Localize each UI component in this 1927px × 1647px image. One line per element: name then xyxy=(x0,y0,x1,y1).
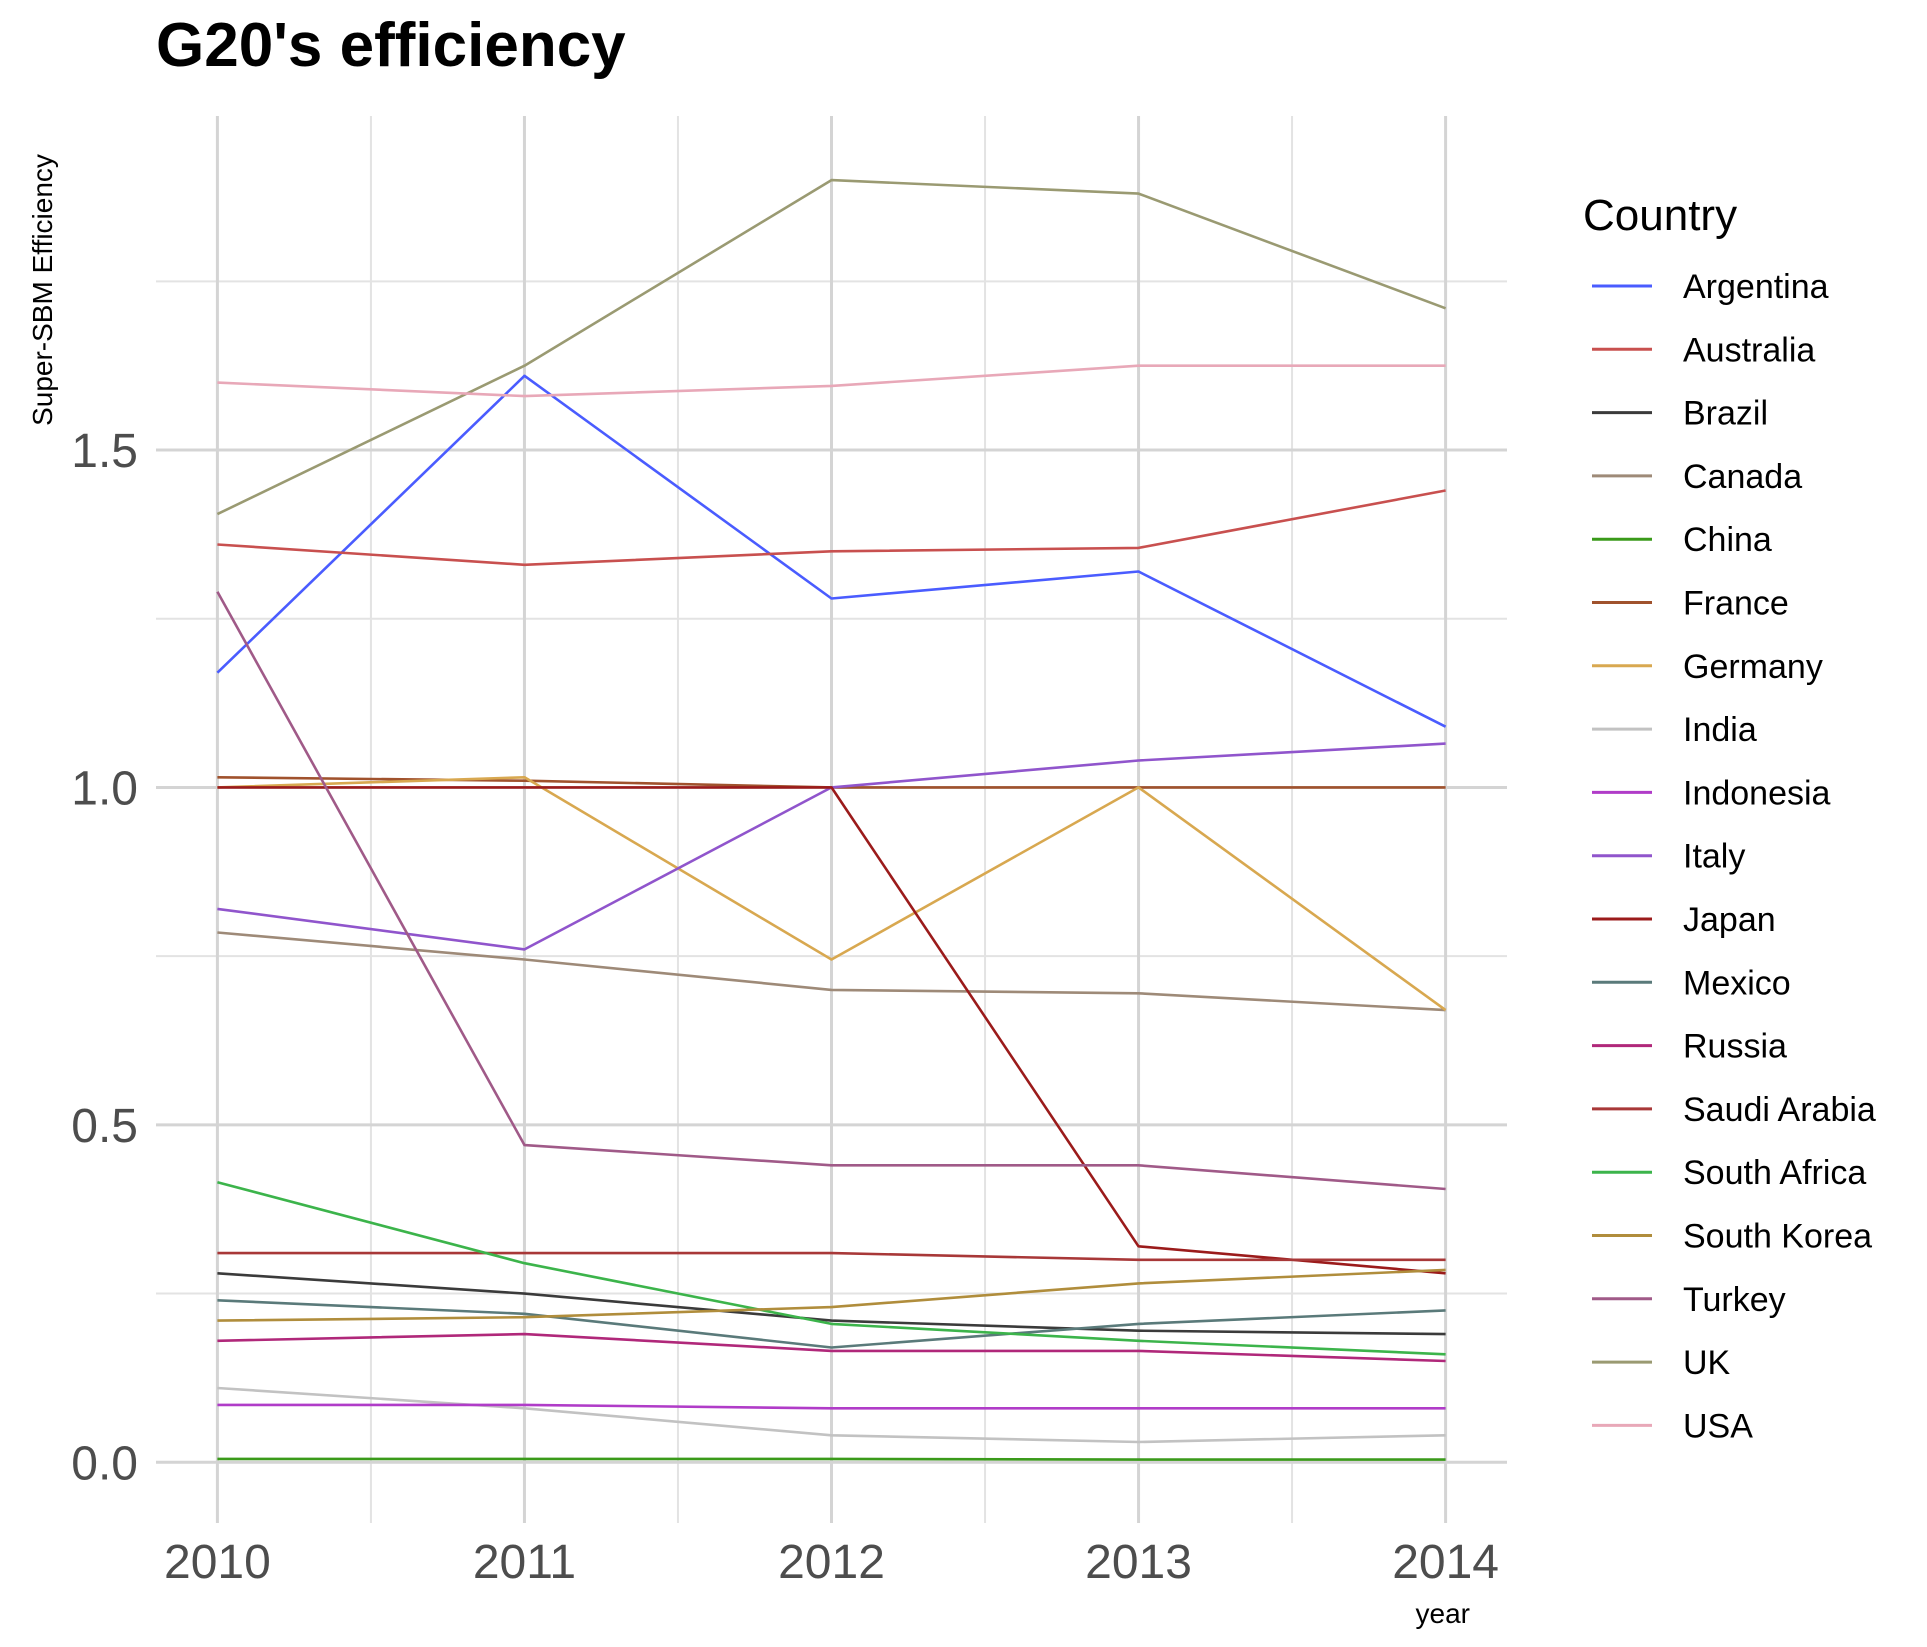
series-line-australia xyxy=(217,489,1446,567)
legend-item-japan: Japan xyxy=(1592,901,1776,939)
x-tick-label: 2014 xyxy=(1392,1536,1499,1589)
legend-label-italy: Italy xyxy=(1683,838,1745,876)
legend-label-uk: UK xyxy=(1683,1344,1731,1382)
series-line-mexico xyxy=(217,1299,1446,1349)
legend-label-china: China xyxy=(1683,521,1772,559)
series-line-russia xyxy=(217,1332,1446,1363)
chart-title: G20's efficiency xyxy=(156,11,626,80)
legend-item-australia: Australia xyxy=(1592,331,1815,369)
x-axis-tick-labels: 2010 2011 2012 2013 2014 xyxy=(164,1536,1499,1589)
y-tick-label: 0.5 xyxy=(71,1100,138,1153)
legend-item-italy: Italy xyxy=(1592,838,1745,876)
legend-label-canada: Canada xyxy=(1683,458,1802,496)
series-line-china xyxy=(217,1457,1446,1461)
legend-label-indonesia: Indonesia xyxy=(1683,774,1831,812)
legend-item-france: France xyxy=(1592,585,1789,623)
series-line-indonesia xyxy=(217,1403,1446,1410)
series-line-japan xyxy=(217,786,1446,1275)
legend-item-canada: Canada xyxy=(1592,458,1802,496)
legend-item-argentina: Argentina xyxy=(1592,268,1829,306)
x-tick-label: 2013 xyxy=(1085,1536,1192,1589)
legend-label-argentina: Argentina xyxy=(1683,268,1829,306)
legend-label-australia: Australia xyxy=(1683,331,1815,369)
legend-item-indonesia: Indonesia xyxy=(1592,774,1831,812)
series-line-turkey xyxy=(216,591,1446,1191)
legend-label-mexico: Mexico xyxy=(1683,964,1791,1002)
legend-label-south-africa: South Africa xyxy=(1683,1154,1866,1192)
series-line-argentina xyxy=(216,374,1447,728)
series-line-south-korea xyxy=(217,1268,1446,1322)
legend-item-india: India xyxy=(1592,711,1757,749)
x-axis-title: year xyxy=(1416,1598,1470,1629)
legend-label-south-korea: South Korea xyxy=(1683,1218,1872,1256)
legend-label-turkey: Turkey xyxy=(1683,1281,1786,1319)
legend-item-uk: UK xyxy=(1592,1344,1731,1382)
series-line-uk xyxy=(216,178,1447,516)
legend-title: Country xyxy=(1583,191,1737,240)
major-gridlines xyxy=(156,116,1507,1523)
legend-item-mexico: Mexico xyxy=(1592,964,1791,1002)
x-tick-label: 2011 xyxy=(473,1536,576,1589)
legend-label-russia: Russia xyxy=(1683,1028,1787,1066)
legend-item-usa: USA xyxy=(1592,1407,1753,1445)
legend-item-china: China xyxy=(1592,521,1772,559)
legend-item-south-korea: South Korea xyxy=(1592,1218,1872,1256)
series-lines xyxy=(216,178,1447,1461)
series-line-germany xyxy=(217,775,1447,1012)
legend-label-brazil: Brazil xyxy=(1683,395,1768,433)
y-tick-label: 1.0 xyxy=(71,762,138,815)
legend-label-france: France xyxy=(1683,585,1789,623)
legend-item-germany: Germany xyxy=(1592,648,1823,686)
y-tick-label: 0.0 xyxy=(71,1437,138,1490)
legend-item-russia: Russia xyxy=(1592,1028,1787,1066)
legend: Country Argentina Australia Brazil Canada Ch… xyxy=(1583,191,1876,1445)
series-line-usa xyxy=(217,364,1446,398)
series-line-brazil xyxy=(217,1272,1446,1336)
legend-item-brazil: Brazil xyxy=(1592,395,1768,433)
legend-label-germany: Germany xyxy=(1683,648,1823,686)
legend-item-turkey: Turkey xyxy=(1592,1281,1786,1319)
legend-item-saudi-arabia: Saudi Arabia xyxy=(1592,1091,1876,1129)
y-axis-title: Super-SBM Efficiency xyxy=(27,154,58,426)
y-tick-label: 1.5 xyxy=(71,425,138,478)
series-line-south-africa xyxy=(217,1180,1446,1356)
x-tick-label: 2012 xyxy=(778,1536,885,1589)
series-line-india xyxy=(217,1386,1446,1444)
legend-item-south-africa: South Africa xyxy=(1592,1154,1866,1192)
legend-label-usa: USA xyxy=(1683,1407,1753,1445)
y-axis-tick-labels: 0.0 0.5 1.0 1.5 xyxy=(71,425,138,1490)
series-line-saudi-arabia xyxy=(217,1251,1446,1262)
x-tick-label: 2010 xyxy=(164,1536,271,1589)
series-line-canada xyxy=(217,931,1446,1012)
legend-label-japan: Japan xyxy=(1683,901,1776,939)
legend-label-saudi-arabia: Saudi Arabia xyxy=(1683,1091,1876,1129)
legend-label-india: India xyxy=(1683,711,1757,749)
